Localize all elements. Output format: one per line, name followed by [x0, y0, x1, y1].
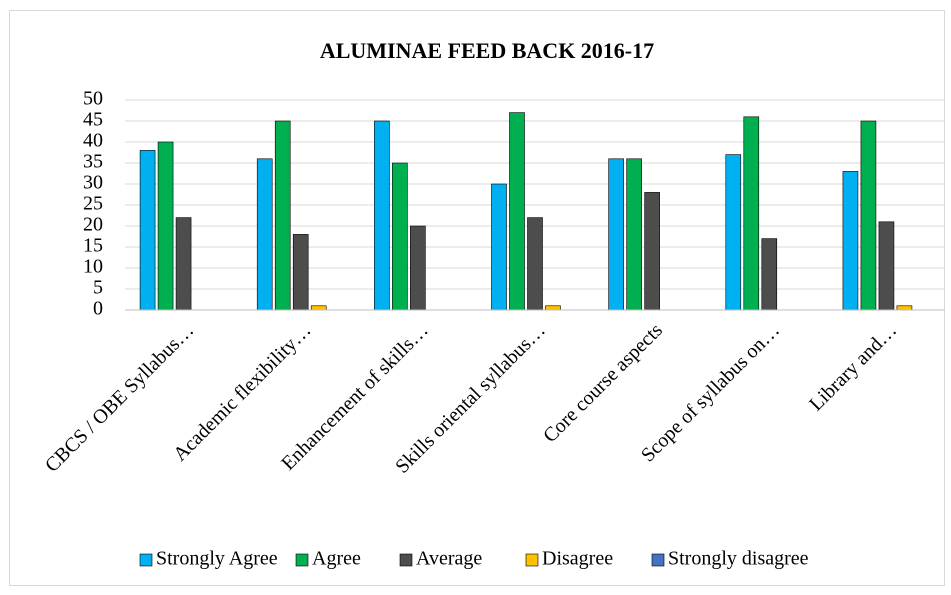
legend-swatch — [525, 553, 539, 567]
legend-label: Agree — [312, 548, 361, 570]
legend-swatch — [651, 553, 665, 567]
legend-swatch — [399, 553, 413, 567]
bar — [410, 225, 426, 311]
y-tick-label: 20 — [83, 214, 103, 236]
legend-label: Strongly Agree — [156, 548, 278, 570]
y-tick-label: 25 — [83, 193, 103, 215]
legend-label: Strongly disagree — [668, 548, 809, 570]
y-tick-label: 0 — [93, 298, 103, 320]
y-tick-label: 15 — [83, 235, 103, 257]
bar — [545, 305, 561, 311]
bar — [256, 158, 273, 311]
y-tick-label: 10 — [83, 256, 103, 278]
legend-label: Disagree — [542, 548, 613, 570]
bar — [139, 150, 156, 311]
bar — [842, 171, 859, 311]
bar — [491, 183, 507, 311]
bar — [896, 305, 913, 311]
bar — [743, 116, 760, 311]
bar — [626, 158, 642, 311]
bar — [725, 154, 742, 311]
legend-swatch — [295, 553, 309, 567]
bar — [878, 221, 895, 311]
legend-swatch — [139, 553, 153, 567]
legend-label: Average — [416, 548, 482, 570]
bar — [392, 162, 408, 311]
bar — [761, 238, 778, 311]
bar — [527, 217, 543, 311]
bar — [374, 120, 390, 311]
y-tick-label: 35 — [83, 151, 103, 173]
y-tick-label: 45 — [83, 109, 103, 131]
y-tick-label: 50 — [83, 88, 103, 110]
bar — [274, 120, 291, 311]
bar — [310, 305, 327, 311]
y-tick-label: 30 — [83, 172, 103, 194]
y-tick-label: 40 — [83, 130, 103, 152]
bar — [157, 141, 174, 311]
bar — [175, 217, 192, 311]
bar — [509, 112, 525, 311]
y-tick-label: 5 — [93, 277, 103, 299]
chart-title: ALUMINAE FEED BACK 2016-17 — [320, 38, 654, 63]
bar — [292, 234, 309, 311]
bar — [860, 120, 877, 311]
bar — [644, 192, 660, 311]
bar — [608, 158, 624, 311]
